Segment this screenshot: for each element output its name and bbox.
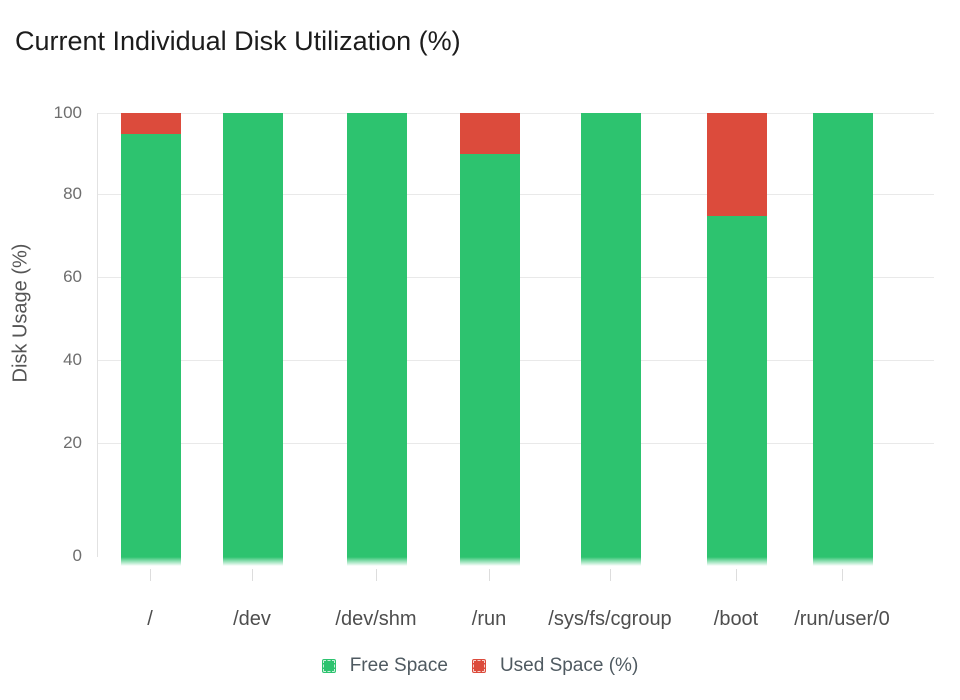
y-tick-label-0: 0	[72, 546, 82, 565]
bar-bottom-fade	[347, 557, 407, 566]
bar-free-segment-/run[interactable]	[460, 154, 520, 557]
bar-/dev/shm[interactable]	[347, 113, 407, 566]
bar-bottom-fade	[581, 557, 641, 566]
bar-used-segment-/[interactable]	[121, 113, 181, 134]
legend-item-used-space-[interactable]: Used Space (%)	[471, 655, 639, 677]
bar-free-segment-/boot[interactable]	[707, 215, 767, 557]
x-tick-/	[150, 569, 151, 581]
legend-label: Used Space (%)	[499, 655, 639, 676]
bar-free-segment-/dev/shm[interactable]	[347, 113, 407, 557]
x-tick-/run/user/0	[842, 569, 843, 581]
x-category-label-/sys/fs/cgroup: /sys/fs/cgroup	[548, 608, 672, 630]
chart-title: Current Individual Disk Utilization (%)	[15, 26, 461, 56]
x-category-label-/dev: /dev	[233, 608, 271, 630]
x-category-label-/: /	[147, 608, 153, 630]
bar-used-segment-/run[interactable]	[460, 113, 520, 154]
x-tick-/dev	[252, 569, 253, 581]
bar-/run/user/0[interactable]	[813, 113, 873, 566]
x-category-label-/boot: /boot	[713, 608, 759, 630]
bar-used-segment-/boot[interactable]	[707, 113, 767, 216]
y-tick-label-100: 100	[53, 103, 82, 122]
bar-bottom-fade	[121, 557, 181, 566]
x-tick-/run	[489, 569, 490, 581]
plot-area	[97, 113, 934, 566]
legend-swatch-icon	[471, 659, 486, 673]
x-category-label-/run/user/0: /run/user/0	[794, 608, 890, 630]
legend-item-free-space[interactable]: Free Space	[321, 655, 448, 677]
bar-/sys/fs/cgroup[interactable]	[581, 113, 641, 566]
bar-/run[interactable]	[460, 113, 520, 566]
bar-free-segment-/run/user/0[interactable]	[813, 113, 873, 557]
y-tick-label-60: 60	[63, 267, 82, 286]
bar-free-segment-/dev[interactable]	[223, 113, 283, 557]
y-tick-label-20: 20	[63, 433, 82, 452]
x-category-label-/dev/shm: /dev/shm	[335, 608, 417, 630]
bar-/[interactable]	[121, 113, 181, 566]
x-tick-/dev/shm	[376, 569, 377, 581]
legend-label: Free Space	[349, 655, 448, 676]
y-tick-label-80: 80	[63, 184, 82, 203]
legend-swatch-icon	[321, 659, 336, 673]
x-tick-/boot	[736, 569, 737, 581]
chart-legend: Free Space Used Space (%)	[0, 655, 960, 677]
y-tick-label-40: 40	[63, 350, 82, 369]
bar-bottom-fade	[813, 557, 873, 566]
bar-free-segment-/[interactable]	[121, 133, 181, 557]
x-category-label-/run: /run	[471, 608, 507, 630]
bar-/dev[interactable]	[223, 113, 283, 566]
bar-bottom-fade	[460, 557, 520, 566]
bar-free-segment-/sys/fs/cgroup[interactable]	[581, 113, 641, 557]
bar-bottom-fade	[223, 557, 283, 566]
bar-/boot[interactable]	[707, 113, 767, 566]
x-tick-/sys/fs/cgroup	[610, 569, 611, 581]
bar-bottom-fade	[707, 557, 767, 566]
